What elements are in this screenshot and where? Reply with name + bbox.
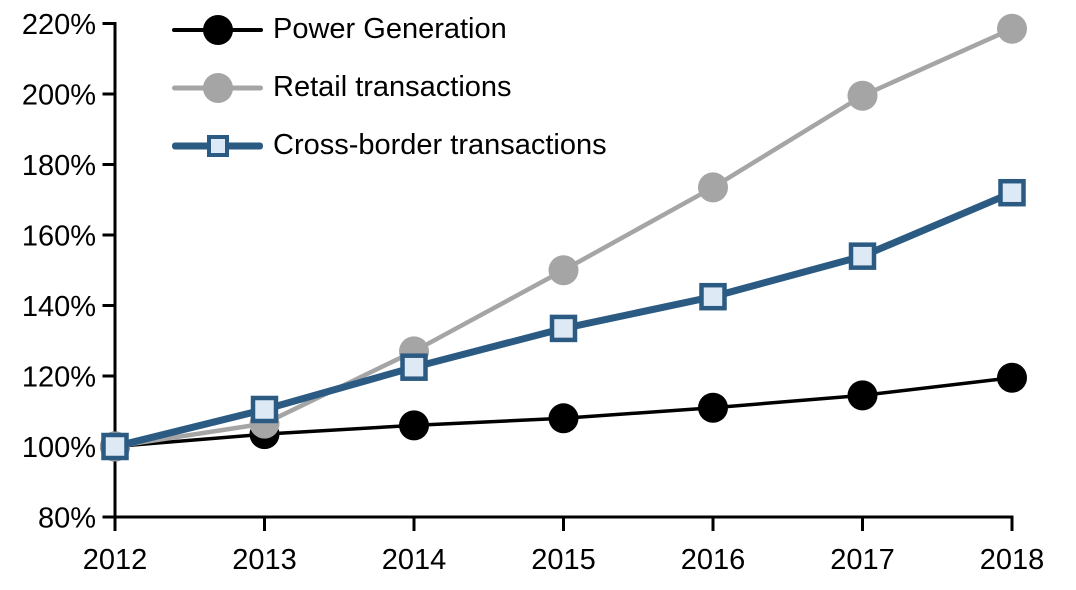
- legend-label: Retail transactions: [273, 71, 512, 103]
- svg-text:2013: 2013: [232, 544, 297, 576]
- svg-text:2015: 2015: [531, 544, 596, 576]
- svg-text:180%: 180%: [22, 150, 96, 182]
- svg-text:120%: 120%: [22, 361, 96, 393]
- svg-text:80%: 80%: [38, 502, 96, 534]
- legend-item-retail-transactions: Retail transactions: [172, 71, 607, 103]
- legend-label: Cross-border transactions: [273, 129, 607, 161]
- legend-item-cross-border-transactions: Cross-border transactions: [172, 129, 607, 161]
- svg-text:2016: 2016: [681, 544, 746, 576]
- legend-line-circle-marker-icon: [172, 72, 263, 103]
- legend-item-power-generation: Power Generation: [172, 13, 607, 45]
- svg-text:2014: 2014: [382, 544, 447, 576]
- svg-text:200%: 200%: [22, 79, 96, 111]
- svg-text:2017: 2017: [830, 544, 895, 576]
- legend-line-circle-marker-icon: [172, 14, 263, 45]
- svg-text:220%: 220%: [22, 9, 96, 41]
- square-marker-icon: [206, 134, 229, 157]
- legend-label: Power Generation: [273, 13, 507, 45]
- svg-text:2012: 2012: [83, 544, 148, 576]
- svg-text:140%: 140%: [22, 291, 96, 323]
- svg-text:160%: 160%: [22, 220, 96, 252]
- legend-line-square-marker-icon: [172, 130, 263, 161]
- svg-text:100%: 100%: [22, 432, 96, 464]
- svg-text:2018: 2018: [980, 544, 1045, 576]
- circle-marker-icon: [202, 14, 233, 45]
- circle-marker-icon: [202, 72, 233, 103]
- chart-legend: Power Generation Retail transactions Cro…: [172, 13, 607, 161]
